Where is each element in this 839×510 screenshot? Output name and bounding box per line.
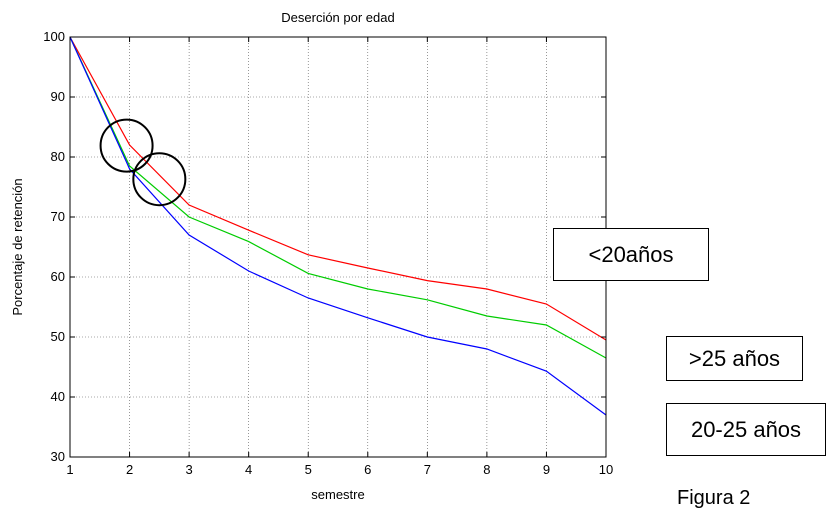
y-tick-label: 50: [51, 329, 65, 344]
chart-title: Deserción por edad: [281, 10, 394, 25]
y-tick-label: 80: [51, 149, 65, 164]
highlight-circles: [99, 118, 187, 207]
y-tick-label: 90: [51, 89, 65, 104]
x-tick-label: 3: [185, 462, 192, 477]
y-tick-label: 60: [51, 269, 65, 284]
x-tick-label: 9: [543, 462, 550, 477]
x-tick-label: 7: [424, 462, 431, 477]
y-tick-label: 30: [51, 449, 65, 464]
y-tick-label: 40: [51, 389, 65, 404]
highlight-circle: [132, 152, 187, 207]
legend-box-under20: <20años: [553, 228, 709, 281]
y-tick-label: 100: [43, 29, 65, 44]
x-tick-label: 10: [599, 462, 613, 477]
x-tick-label: 6: [364, 462, 371, 477]
y-axis-label: Porcentaje de retención: [10, 178, 25, 315]
legend-label-20-25: 20-25 años: [690, 416, 802, 442]
x-tick-label: 8: [483, 462, 490, 477]
x-tick-label: 2: [126, 462, 133, 477]
legend-box-over25: >25 años: [666, 336, 803, 381]
legend-label-under20: <20años: [588, 241, 674, 267]
figure-caption: Figura 2: [677, 487, 751, 509]
series-line-3: [69, 36, 607, 416]
highlight-circle: [99, 118, 154, 173]
x-tick-label: 1: [66, 462, 73, 477]
series-line-1: [69, 36, 607, 341]
series-lines: [69, 36, 607, 416]
series-line-2: [69, 36, 607, 359]
axis-ticks: 1 2 3 4 5 6 7 8 9 10 30 40 50 60 70 80 90 100: [43, 29, 613, 477]
legend-box-20-25: 20-25 años: [666, 403, 826, 456]
x-tick-label: 4: [245, 462, 252, 477]
legend-label-over25: >25 años: [688, 345, 781, 371]
x-tick-label: 5: [305, 462, 312, 477]
x-axis-label: semestre: [311, 487, 364, 502]
y-tick-label: 70: [51, 209, 65, 224]
